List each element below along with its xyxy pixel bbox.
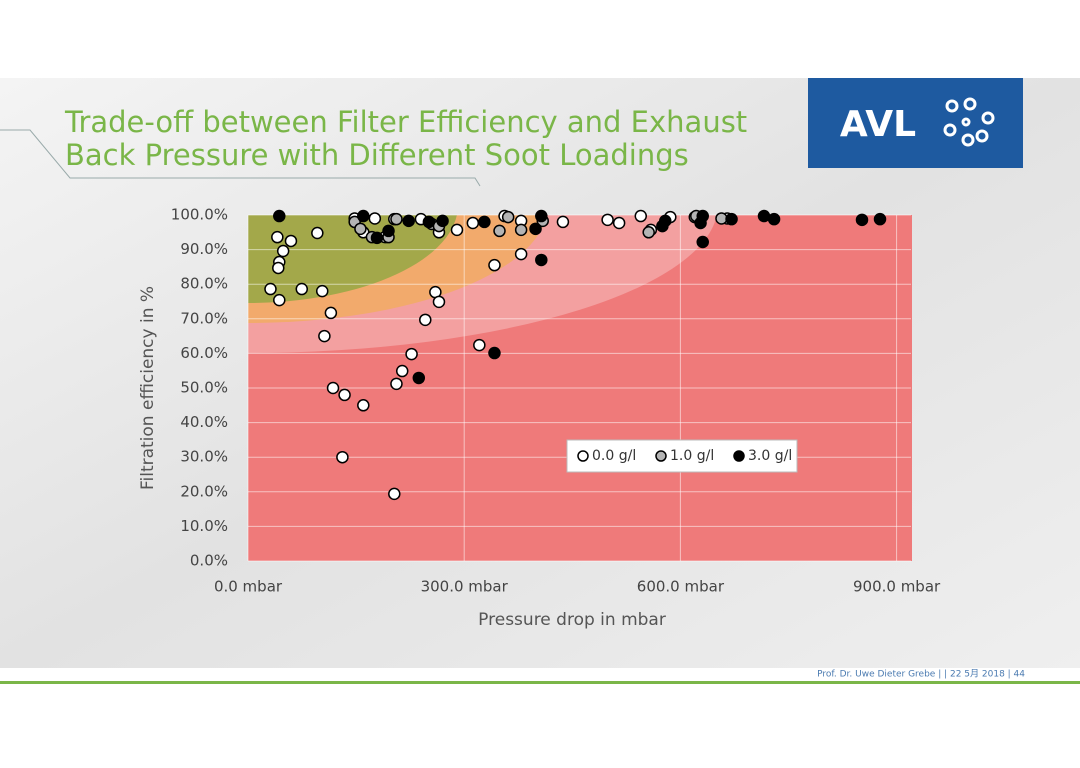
point [436, 214, 449, 228]
footer-line [0, 681, 1080, 684]
point [501, 210, 515, 224]
point [466, 216, 480, 230]
x-tick-label: 900.0 mbar [853, 578, 941, 596]
point [478, 215, 491, 229]
point [432, 295, 446, 309]
point [402, 214, 415, 228]
point [715, 212, 728, 225]
point [357, 399, 370, 412]
point [273, 209, 286, 223]
logo-text: AVL [840, 104, 916, 145]
point [694, 216, 707, 230]
point [395, 364, 409, 378]
point [634, 209, 648, 223]
y-tick-label: 90.0% [180, 240, 228, 258]
point [514, 223, 528, 237]
point [767, 212, 781, 226]
point [284, 234, 298, 248]
point [535, 209, 548, 223]
point [601, 213, 614, 227]
y-tick-label: 30.0% [180, 448, 228, 466]
point [659, 214, 672, 228]
point [295, 282, 309, 296]
point [529, 222, 542, 236]
point [642, 226, 655, 239]
legend-box [566, 439, 798, 473]
point [450, 223, 464, 237]
plot: 0.0% 10.0% 20.0% 30.0% 40.0% 50.0% 60.0% 70.0% 8… [171, 206, 941, 596]
point [873, 212, 887, 226]
point [318, 329, 331, 343]
point [405, 347, 418, 361]
point [357, 209, 370, 223]
point [276, 244, 290, 258]
y-tick-label: 70.0% [180, 309, 228, 327]
point [422, 215, 436, 229]
logo-icon [943, 97, 995, 147]
point [315, 284, 329, 298]
x-tick-label: 0.0 mbar [214, 578, 283, 596]
x-tick-label: 300.0 mbar [421, 578, 509, 596]
point [388, 487, 401, 501]
point [757, 209, 771, 223]
point [370, 231, 384, 245]
logo: AVL [808, 78, 1023, 168]
point [271, 230, 284, 244]
point [488, 258, 501, 272]
title-line: Trade-off between Filter Efficiency and … [64, 105, 747, 139]
x-axis-label: Pressure drop in mbar [478, 610, 666, 630]
point [382, 224, 395, 238]
y-tick-label: 20.0% [180, 482, 228, 500]
point [473, 338, 486, 352]
point [612, 216, 626, 230]
point [514, 247, 528, 261]
y-tick-label: 80.0% [180, 275, 228, 293]
legend-marker [577, 450, 589, 462]
point [419, 313, 432, 327]
x-tick-label: 600.0 mbar [637, 578, 725, 596]
y-axis-label: Filtration efficiency in % [138, 286, 158, 490]
point [264, 282, 277, 296]
point [326, 381, 340, 395]
point [855, 213, 869, 227]
point [272, 261, 285, 275]
zone-green [248, 215, 457, 303]
point [336, 450, 349, 464]
legend-marker [733, 450, 745, 462]
point [368, 212, 382, 225]
point [493, 224, 506, 238]
point [556, 215, 570, 229]
y-tick-label: 10.0% [180, 517, 228, 535]
legend-marker [655, 450, 667, 462]
point [273, 293, 286, 307]
point [338, 388, 351, 402]
y-tick-label: 0.0% [190, 552, 228, 570]
y-tick-label: 50.0% [180, 379, 228, 397]
y-tick-label: 60.0% [180, 344, 228, 362]
point [390, 212, 403, 226]
point [354, 222, 367, 236]
point [412, 371, 426, 385]
footer: Prof. Dr. Uwe Dieter Grebe | | 22 5月 201… [817, 669, 1025, 680]
point [488, 346, 501, 360]
legend-label: 3.0 g/l [748, 448, 792, 464]
point [390, 377, 403, 391]
point [311, 226, 324, 240]
y-tick-label: 40.0% [180, 413, 228, 431]
legend-label: 0.0 g/l [592, 448, 636, 464]
legend-label: 1.0 g/l [670, 448, 714, 464]
legend: 0.0 g/l 1.0 g/l 3.0 g/l [577, 448, 792, 464]
point [725, 212, 738, 226]
point [324, 306, 338, 320]
title-line: Back Pressure with Different Soot Loadin… [65, 138, 689, 172]
decor-line [0, 129, 481, 187]
point [535, 253, 548, 267]
point [696, 235, 709, 249]
y-tick-label: 100.0% [171, 206, 228, 224]
